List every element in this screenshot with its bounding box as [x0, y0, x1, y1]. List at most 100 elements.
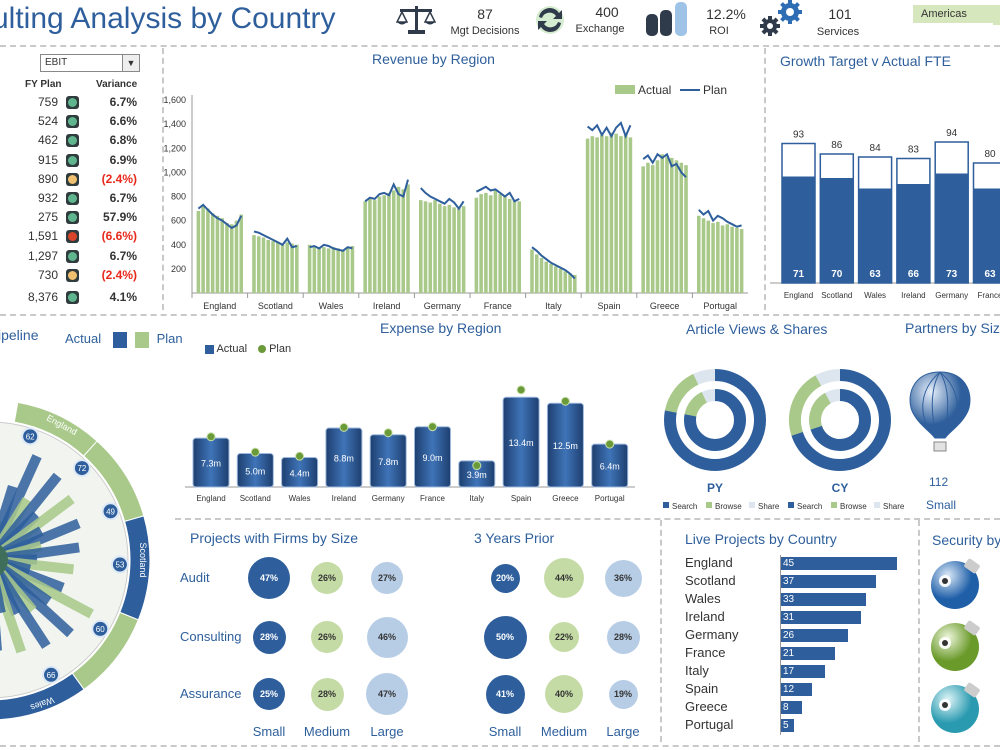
divider-lower [175, 518, 1000, 520]
divider-live-projects [660, 520, 662, 742]
bubble-prior: 28% [606, 620, 640, 654]
expense-value-label: 13.4m [509, 438, 534, 448]
projects-bubble-grid: Audit 47% 26% 27% 20% 44% 36% Consulting 28% 26% 4… [180, 557, 642, 739]
live-project-country: Italy [685, 663, 709, 678]
bubble-prior: 19% [608, 679, 638, 709]
fy-variance-value: 6.9% [109, 152, 137, 167]
bubble-current: 26% [311, 562, 343, 594]
expense-category-label: Ireland [332, 494, 356, 503]
revenue-bar [387, 192, 391, 293]
donut-segment [664, 369, 766, 471]
pipeline-value-label: 60 [96, 625, 105, 634]
expense-legend-actual-label: Actual [216, 343, 248, 355]
status-light-icon [66, 249, 79, 263]
expense-legend-plan-swatch [258, 345, 266, 354]
region-selector-next[interactable] [993, 5, 1000, 25]
revenue-bar [544, 261, 549, 293]
bubble-row-label: Consulting [180, 629, 242, 644]
revenue-bar [641, 166, 645, 293]
status-light-icon [66, 96, 79, 109]
revenue-legend-plan-label: Plan [703, 83, 727, 97]
coins-icon [646, 2, 687, 36]
revenue-bar [442, 206, 447, 293]
revenue-bar [295, 244, 299, 293]
revenue-bar [735, 227, 739, 293]
bubble-prior: 36% [604, 559, 642, 597]
donut-legend-swatch [831, 502, 837, 508]
expense-value-label: 7.3m [201, 459, 221, 469]
partners-title: Partners by Siz [905, 320, 1000, 336]
status-light-lamp [68, 136, 77, 146]
bubble-prior: 20% [490, 563, 520, 593]
donut-segment [684, 389, 746, 451]
revenue-bar [507, 198, 512, 293]
revenue-bar [341, 249, 345, 293]
bomb-icon-green [931, 620, 980, 671]
revenue-category-label: Spain [597, 301, 620, 311]
status-light-lamp [68, 155, 77, 165]
revenue-by-region-chart: 200 400 600 800 1,000 1,200 1,400 1,600 England S… [163, 83, 748, 311]
fy-row: 462 6.8% [0, 131, 150, 150]
status-light-icon [66, 134, 79, 148]
donut-segment [789, 369, 891, 471]
fy-total-row: 8,376 4.1% [0, 288, 150, 307]
expense-value-label: 9.0m [422, 453, 442, 463]
expense-value-label: 3.9m [467, 470, 487, 480]
donut-legend-swatch [706, 502, 712, 508]
fy-total-plan: 8,376 [27, 290, 58, 304]
status-light-lamp [68, 232, 77, 242]
projects-by-size-title: Projects with Firms by Size [190, 530, 359, 546]
revenue-bar [461, 206, 466, 293]
revenue-ytick-label: 1,200 [163, 143, 186, 153]
revenue-bar [396, 186, 401, 293]
donut-segment [809, 389, 871, 451]
partners-value: 112 [929, 475, 949, 489]
kpi-mgt-decisions-value: 87 [477, 6, 493, 22]
expense-plan-dot [206, 432, 216, 442]
fte-actual-bar [782, 176, 815, 283]
revenue-bar [590, 136, 595, 293]
revenue-bar [609, 132, 614, 293]
revenue-category-label: Portugal [703, 301, 737, 311]
revenue-bar [252, 235, 256, 293]
status-light-icon [66, 291, 79, 304]
bubble-row-label: Audit [180, 570, 210, 585]
fy-row: 915 6.9% [0, 151, 150, 170]
region-selector-americas[interactable]: Americas [913, 5, 1000, 23]
revenue-bar [665, 156, 669, 293]
divider-fte [764, 48, 766, 310]
balloon-icon [909, 371, 971, 452]
fte-actual-label: 70 [831, 269, 843, 280]
bubble-col-label: Small [252, 724, 286, 739]
metric-dropdown[interactable]: EBIT ▼ [40, 54, 140, 72]
kpi-roi-label: ROI [709, 25, 729, 37]
status-light-lamp [68, 98, 77, 107]
fy-plan-value: 1,591 [27, 229, 58, 244]
fte-target-label: 93 [793, 130, 805, 141]
status-light-lamp [68, 270, 77, 280]
revenue-bar [474, 197, 479, 293]
revenue-bar [345, 247, 350, 293]
donut-legend-label: Browse [840, 502, 867, 511]
fy-plan-value: 524 [37, 114, 58, 129]
fy-row: 1,297 6.7% [0, 247, 150, 266]
status-light-lamp [68, 251, 77, 261]
chevron-down-icon[interactable]: ▼ [122, 55, 139, 71]
expense-value-label: 12.5m [553, 441, 578, 451]
revenue-bar [317, 247, 321, 293]
fte-actual-label: 63 [870, 269, 882, 280]
donut-legend-label: Search [672, 502, 697, 511]
revenue-bar [276, 242, 280, 293]
pipeline-spoke [0, 566, 51, 649]
live-project-bar: 5 [781, 719, 794, 732]
fte-actual-bar [858, 188, 892, 283]
revenue-bar [433, 200, 437, 293]
revenue-plan-line [698, 209, 742, 228]
expense-category-label: France [420, 494, 445, 503]
fy-row: 759 6.7% [0, 93, 150, 112]
revenue-bar [488, 195, 493, 293]
revenue-plan-line [475, 185, 520, 203]
fte-chart-title: Growth Target v Actual FTE [780, 53, 951, 69]
revenue-plan-line [420, 187, 465, 211]
revenue-plan-line [642, 152, 687, 178]
